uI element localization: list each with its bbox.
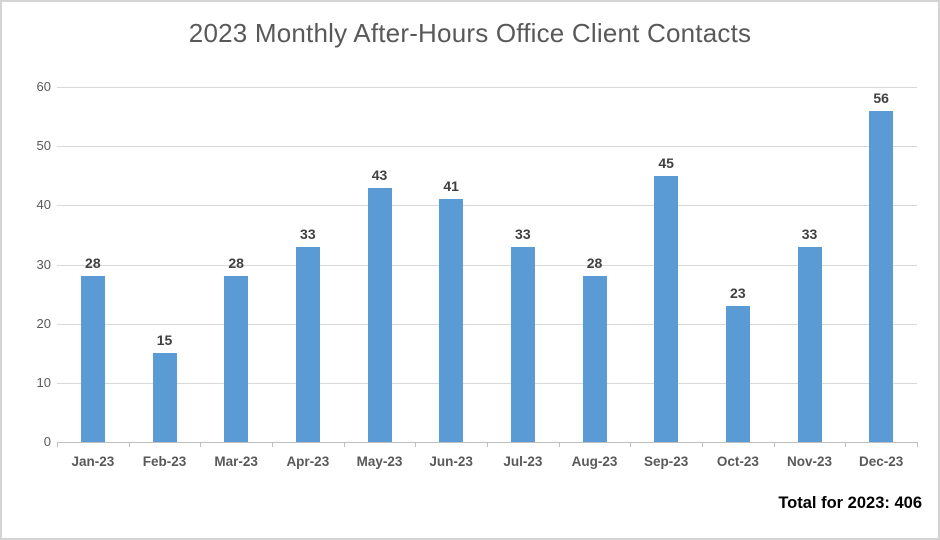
bar [797,246,822,442]
gridline [57,382,917,384]
x-tick-label: Jun-23 [429,454,473,469]
y-tick-label: 30 [36,256,51,272]
x-tick-label: Dec-23 [859,454,904,469]
bar [224,276,249,442]
bar-value-label: 56 [873,89,889,106]
bar-value-label: 33 [300,225,316,242]
bar [439,199,464,442]
axis-tick [702,442,703,447]
bar-value-label: 41 [443,178,459,195]
axis-tick [415,442,416,447]
x-tick-label: Aug-23 [571,454,618,469]
bar [295,246,320,442]
plot-area: 28 15 28 33 43 41 33 28 45 23 33 56 [57,87,918,447]
x-tick-label: Nov-23 [786,454,832,469]
gridline [57,87,917,88]
bar-value-label: 15 [156,332,173,349]
bar [582,276,607,442]
x-tick-label: Apr-23 [286,454,330,469]
chart-title: 2023 Monthly After-Hours Office Client C… [188,18,752,48]
bar [367,187,392,442]
bar [80,276,105,442]
y-tick-label: 20 [36,315,51,331]
axis-tick [272,442,273,447]
y-tick-label: 0 [43,434,51,449]
bar-value-label: 33 [515,225,531,242]
x-tick-label: May-23 [356,454,403,469]
bar [654,175,679,442]
axis-tick [559,442,560,447]
gridline [57,205,917,207]
axis-tick [57,442,58,447]
x-tick-label: Sep-23 [644,454,689,469]
total-annotation: Total for 2023: 406 [778,494,922,512]
gridline [57,323,917,325]
bar-value-label: 28 [228,255,244,272]
bar [869,110,894,442]
bar [152,353,177,442]
y-tick-label: 50 [36,138,51,154]
bar-value-label: 45 [658,154,674,171]
x-tick-label: Oct-23 [716,454,759,469]
bar [510,246,535,442]
x-tick-label: Jul-23 [503,454,543,469]
axis-tick [630,442,631,447]
axis-tick [344,442,345,447]
bar-value-label: 23 [730,284,746,301]
bar-value-label: 28 [586,255,603,272]
y-tick-label: 10 [36,374,51,390]
axis-tick [845,442,846,447]
axis-tick [774,442,775,447]
gridline [57,146,917,148]
x-axis-labels: Jan-23 Feb-23 Mar-23 Apr-23 May-23 Jun-23 Jul-… [57,453,917,473]
bar-value-label: 43 [371,166,388,183]
bar-value-label: 28 [85,255,101,272]
x-tick-label: Feb-23 [142,454,187,469]
bar [725,305,750,442]
axis-tick [917,442,918,447]
x-tick-label: Jan-23 [71,454,115,469]
gridline [57,264,917,266]
y-tick-label: 40 [36,197,51,213]
axis-tick [200,442,201,447]
axis-tick [487,442,488,447]
axis-tick [129,442,130,447]
x-tick-label: Mar-23 [214,454,258,469]
y-tick-label: 60 [36,79,51,94]
bar-value-label: 33 [801,225,818,242]
